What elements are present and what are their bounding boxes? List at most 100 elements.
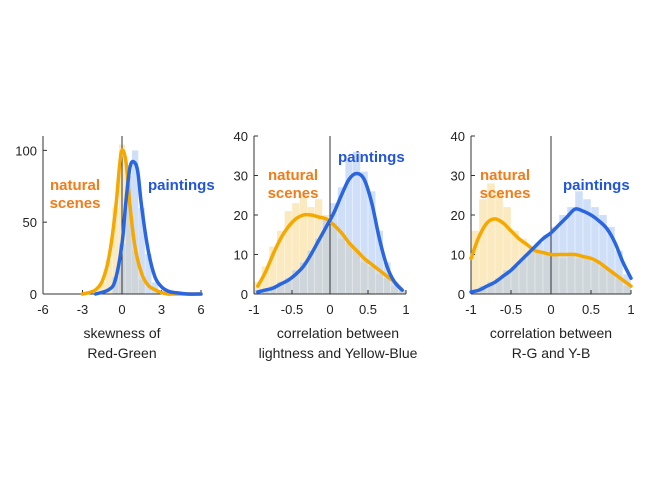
hist-bar-paintings	[284, 278, 292, 294]
hist-bar-paintings	[567, 207, 575, 294]
natural-scenes-annotation: natural	[480, 167, 530, 184]
hist-bar-paintings	[138, 207, 145, 294]
series-line-paintings	[93, 159, 203, 296]
hist-bar-paintings	[511, 266, 519, 294]
hist-bar-paintings	[307, 250, 315, 294]
y-tick-label: 40	[451, 129, 465, 144]
x-tick-label: -1	[248, 302, 260, 317]
hist-bar-paintings	[599, 215, 607, 294]
natural-scenes-annotation: scenes	[480, 185, 531, 202]
y-tick-label: 30	[234, 169, 248, 184]
hist-bar-paintings	[535, 242, 543, 294]
hist-bar-paintings	[337, 187, 345, 294]
hist-bar-natural	[299, 195, 307, 295]
series-line-natural	[469, 217, 633, 288]
panel-red-green-skewness: -6 -3 0 3 6 0 50 100 skewness of Red-Green natural…	[15, 136, 215, 361]
hist-bar-paintings	[551, 226, 559, 294]
x-tick-label: 3	[158, 302, 165, 317]
hist-bar-natural	[261, 266, 269, 294]
natural-scenes-annotation: scenes	[50, 195, 101, 212]
x-tick-label: 0	[547, 302, 554, 317]
hist-bar-paintings	[277, 282, 285, 294]
hist-bar-natural	[511, 230, 519, 294]
hist-bar-natural	[284, 211, 292, 294]
y-tick-label: 10	[451, 248, 465, 263]
hist-bar-paintings	[112, 276, 119, 294]
x-axis-label: correlation between	[490, 325, 612, 341]
natural-scenes-annotation: natural	[268, 167, 318, 184]
hist-bar-paintings	[495, 278, 503, 294]
x-tick-label: 1	[402, 302, 409, 317]
hist-bar-paintings	[368, 191, 376, 294]
paintings-annotation: paintings	[148, 177, 215, 194]
hist-bar-natural	[487, 183, 495, 294]
hist-bar-paintings	[519, 258, 527, 294]
series-line-paintings	[469, 207, 633, 294]
hist-bar-natural	[503, 207, 511, 294]
x-tick-label: 0	[326, 302, 333, 317]
natural-scenes-annotation: natural	[50, 177, 100, 194]
hist-bar-natural	[292, 203, 300, 294]
x-axis-label: skewness of	[83, 325, 160, 341]
series-line-natural	[80, 148, 203, 296]
hist-bar-natural	[99, 282, 106, 294]
hist-bar-paintings	[607, 226, 615, 294]
x-tick-label: 6	[197, 302, 204, 317]
hist-bar-natural	[269, 246, 277, 294]
hist-bar-paintings	[299, 262, 307, 294]
x-axis-label: R-G and Y-B	[512, 345, 591, 361]
hist-bar-paintings	[591, 207, 599, 294]
hist-bar-paintings	[503, 270, 511, 294]
hist-bar-paintings	[125, 176, 132, 294]
hist-bar-natural	[495, 191, 503, 294]
hist-bar-paintings	[269, 286, 277, 294]
y-tick-label: 0	[30, 287, 37, 302]
x-tick-label: 1	[627, 302, 634, 317]
hist-bar-paintings	[391, 282, 399, 294]
y-tick-label: 10	[234, 248, 248, 263]
hist-bar-paintings	[487, 282, 495, 294]
x-tick-label: 0	[118, 302, 125, 317]
hist-bar-paintings	[527, 250, 535, 294]
hist-bar-paintings	[353, 151, 361, 294]
x-axis-label: correlation between	[277, 325, 399, 341]
hist-bar-natural	[307, 207, 315, 294]
hist-bar-natural	[105, 259, 112, 294]
x-axis-label: Red-Green	[87, 345, 156, 361]
hist-bar-paintings	[145, 253, 152, 294]
x-tick-label: -0.5	[500, 302, 522, 317]
hist-bar-paintings	[345, 159, 353, 294]
hist-bar-paintings	[398, 290, 406, 294]
x-axis-label: lightness and Yellow-Blue	[259, 345, 418, 361]
paintings-annotation: paintings	[338, 149, 405, 166]
x-tick-label: -0.5	[281, 302, 303, 317]
hist-bar-paintings	[132, 150, 139, 294]
x-tick-label: -1	[465, 302, 477, 317]
x-tick-label: 0.5	[582, 302, 600, 317]
x-tick-label: -6	[37, 302, 49, 317]
y-tick-label: 100	[15, 143, 37, 158]
natural-scenes-annotation: scenes	[268, 185, 319, 202]
y-tick-label: 0	[241, 287, 248, 302]
y-tick-label: 20	[234, 208, 248, 223]
hist-bar-paintings	[330, 203, 338, 294]
hist-bar-paintings	[615, 250, 623, 294]
hist-bar-natural	[277, 230, 285, 294]
hist-bar-natural	[112, 207, 119, 294]
hist-bar-paintings	[315, 238, 323, 294]
hist-bar-paintings	[375, 230, 383, 294]
y-tick-label: 0	[458, 287, 465, 302]
paintings-annotation: paintings	[563, 177, 630, 194]
hist-bar-paintings	[575, 191, 583, 294]
hist-bar-natural	[471, 230, 479, 294]
hist-bar-paintings	[543, 234, 551, 295]
y-tick-label: 30	[451, 169, 465, 184]
x-tick-label: 0.5	[359, 302, 377, 317]
hist-bar-paintings	[360, 171, 368, 294]
y-tick-label: 50	[23, 215, 37, 230]
hist-bar-natural	[479, 199, 487, 294]
x-tick-label: -3	[77, 302, 89, 317]
